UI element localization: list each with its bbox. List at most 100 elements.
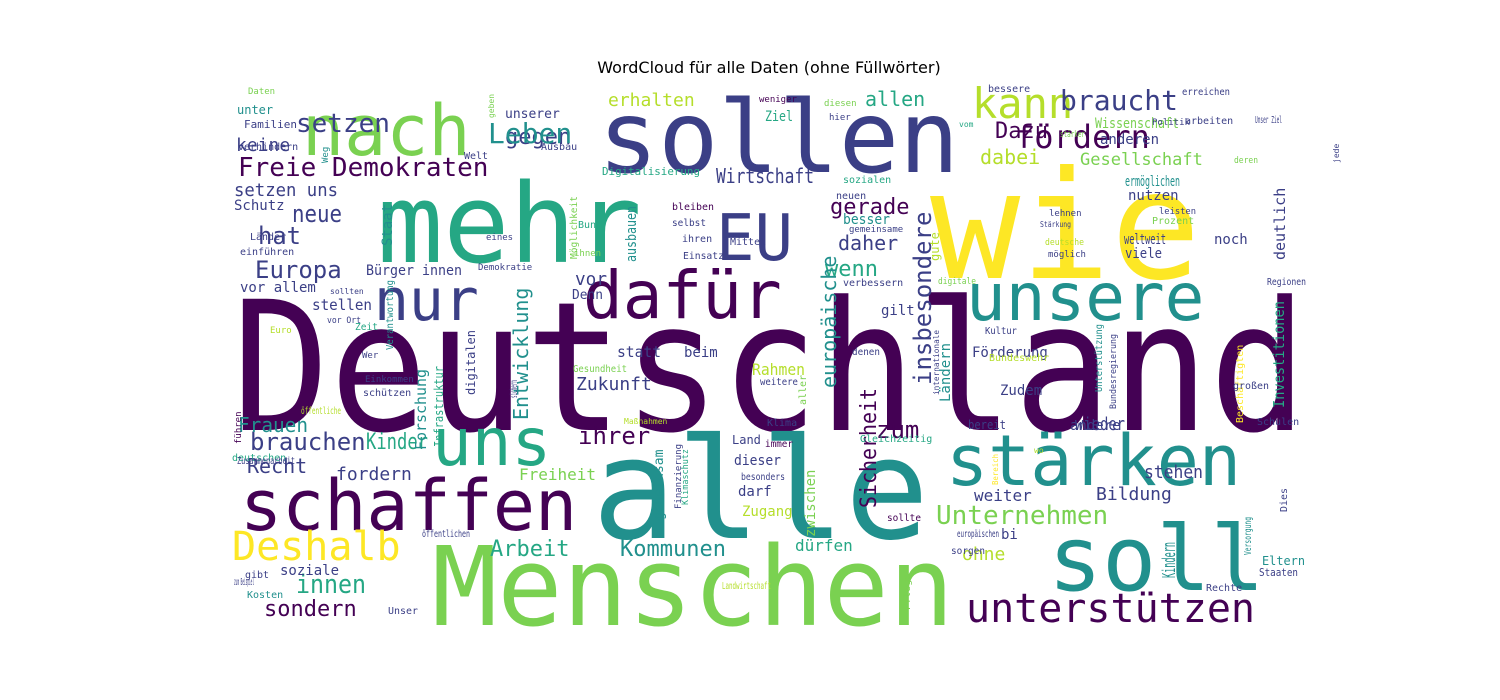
word-europa: Europa: [255, 256, 342, 284]
word-zugang: Zugang: [742, 504, 793, 520]
word-deshalb: Deshalb: [232, 524, 401, 570]
word-nutzen: nutzen: [1128, 188, 1179, 204]
word-wenn: wenn: [825, 257, 878, 282]
word-weniger: weniger: [759, 95, 798, 105]
word-andere: andere: [1070, 418, 1121, 434]
word-sollten: sollten: [330, 287, 364, 296]
word-einsatz: Einsatz: [683, 251, 724, 262]
word-wieder: wieder: [1075, 414, 1125, 435]
word-internationale: internationale: [932, 330, 941, 395]
word-sicherheit: Sicherheit: [857, 388, 882, 508]
word-weltweit: weltweit: [1124, 232, 1166, 248]
word-vor: vor: [575, 269, 607, 290]
word-deutsche: deutsche: [1045, 238, 1084, 248]
word-staat: Staat: [380, 204, 396, 246]
word-stärker: stärker: [1060, 130, 1085, 140]
word-nach: nach: [302, 90, 471, 172]
word-regionen: Regionen: [1267, 277, 1306, 288]
word-aller: aller: [798, 375, 809, 405]
word-welt: Welt: [464, 151, 488, 162]
word-unterstützen: unterstützen: [966, 586, 1255, 632]
word-insbesondere: insbesondere: [909, 212, 937, 385]
word-freiheit: Freiheit: [519, 465, 596, 484]
word-innen: innen: [296, 570, 366, 600]
word-ländern: Ländern: [938, 343, 954, 402]
word-setzen-uns: setzen uns: [234, 180, 338, 201]
word-sichern: sichern: [509, 380, 520, 398]
word-schaffen: schaffen: [240, 465, 577, 547]
word-ausbau: Ausbau: [541, 142, 577, 153]
word-kindern: Kindern: [1159, 542, 1180, 578]
word-recht: Recht: [247, 454, 307, 478]
chart-title: WordCloud für alle Daten (ohne Füllwörte…: [597, 58, 941, 77]
word-braucht: braucht: [1060, 84, 1178, 117]
word-darf: darf: [738, 484, 772, 500]
word-nur: nur: [374, 266, 479, 334]
word-zeit: Zeit: [355, 322, 378, 333]
word-beschäftigten: Beschäftigten: [1235, 345, 1246, 423]
word-selbst: selbst: [672, 218, 706, 229]
word-gleichzeitig: Gleichzeitig: [860, 434, 932, 445]
word-ausbauen: ausbauen: [624, 206, 640, 262]
word-stellen: stellen: [312, 296, 372, 314]
word-förderung: Förderung: [972, 345, 1048, 361]
word-bessere: bessere: [988, 84, 1030, 95]
word-vor-allem: vor allem: [240, 280, 316, 296]
word-dies: Dies: [1279, 488, 1290, 512]
word-bi: bi: [1001, 527, 1018, 543]
word-wo: wo: [1034, 446, 1044, 455]
word-zusammenarbeit: Zusammenarbeit: [237, 456, 295, 467]
word-diesen: diesen: [824, 99, 857, 109]
word-zukunft: Zukunft: [576, 374, 652, 395]
word-landwirtschaft: Landwirtschaft: [722, 581, 771, 592]
word-unterstützung: Unterstützung: [1094, 324, 1105, 392]
word-bürger-innen: Bürger innen: [366, 263, 462, 279]
word-anderen: anderen: [1100, 132, 1159, 148]
word-eu: EU: [716, 202, 793, 276]
word-verbessern: verbessern: [843, 278, 903, 289]
word-kann: kann: [972, 79, 1073, 128]
word-fördern: fördern: [1015, 118, 1150, 156]
word-weiter: weiter: [974, 486, 1032, 505]
word-gesundheit: Gesundheit: [573, 364, 627, 375]
word-führen: führen: [234, 411, 244, 444]
word-eltern: Eltern: [1262, 554, 1305, 568]
word-dazu: Dazu: [995, 119, 1048, 144]
word-viele: viele: [1125, 246, 1162, 262]
word-daten: Daten: [248, 87, 275, 97]
word-länder: Länder: [250, 232, 286, 243]
word-leisten: leisten: [1159, 207, 1196, 217]
word-soll: soll: [1048, 507, 1265, 612]
word-alle: alle: [592, 409, 929, 572]
word-politik: Politik: [1152, 118, 1191, 128]
word-verhindern: verhindern: [238, 142, 298, 153]
word-pflege: Pflege: [902, 574, 913, 610]
word-vor-ort: vor Ort: [327, 316, 361, 326]
word-land: Land: [732, 433, 761, 447]
word-entwicklung: Entwicklung: [509, 288, 533, 420]
word-stärken: stärken: [946, 420, 1241, 502]
word-denen: denen: [852, 347, 880, 358]
word-digitalisierung: Digitalisierung: [602, 165, 700, 178]
word-gemeinsame: gemeinsame: [849, 225, 903, 235]
word-sozialen: sozialen: [843, 175, 891, 186]
word-gemeinsam: gemeinsam: [652, 449, 667, 520]
word-öffentliche: öffentliche: [301, 406, 341, 417]
word-deren: deren: [1234, 156, 1258, 166]
word-zum-beispiel: zum Beispiel: [234, 577, 254, 588]
word-ihren: ihren: [682, 234, 712, 245]
word-mehr: mehr: [377, 160, 642, 288]
word-prozent: Prozent: [1152, 216, 1194, 227]
word-wissenschaft: Wissenschaft: [1095, 116, 1179, 132]
word-kultur: Kultur: [985, 326, 1017, 337]
word-mittel: Mittel: [730, 237, 766, 248]
word-forschung: Forschung: [412, 369, 430, 450]
word-stärkung: Stärkung: [1040, 220, 1071, 229]
word-keine: keine: [236, 135, 290, 156]
word-zudem: Zudem: [1000, 383, 1042, 399]
cloud-background: [231, 80, 1306, 620]
word-bund: Bund: [578, 220, 602, 231]
word-sollte: sollte: [887, 513, 921, 524]
word-setzen: setzen: [296, 109, 390, 139]
